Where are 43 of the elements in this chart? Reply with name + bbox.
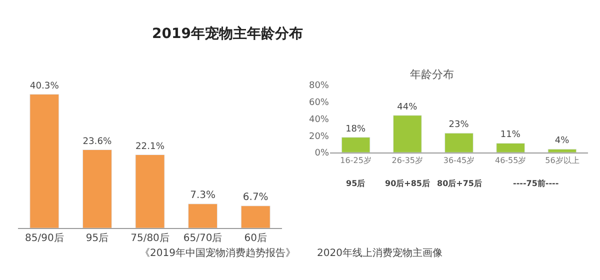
text: 90后+85后: [385, 179, 430, 188]
x-tick-label: 75/80后: [130, 232, 170, 244]
bar: [240, 206, 270, 228]
bar: [30, 94, 60, 228]
data-label: 7.3%: [190, 190, 216, 201]
y-tick-label: 40%: [308, 114, 330, 125]
bar: [135, 154, 165, 228]
data-label: 6.7%: [242, 192, 268, 203]
y-tick-label: 0%: [314, 148, 330, 159]
x-tick-label: 46-55岁: [494, 156, 526, 166]
y-tick-label: 60%: [308, 98, 330, 108]
text: ----75前----: [513, 179, 559, 188]
bar: [392, 115, 422, 152]
text: 95后: [346, 179, 366, 188]
data-label: 4%: [554, 136, 570, 146]
text: 2020年线上消费宠物主画像: [317, 247, 442, 259]
x-tick-label: 36-45岁: [443, 156, 475, 166]
text: 《2019年中国宠物消费趋势报告》: [140, 247, 296, 259]
x-tick-label: 16-25岁: [340, 156, 372, 166]
data-label: 23%: [448, 120, 470, 130]
y-tick-label: 20%: [308, 132, 330, 142]
bar: [188, 204, 218, 228]
x-tick-label: 26-35岁: [392, 156, 424, 166]
y-tick-label: 80%: [308, 81, 330, 92]
x-tick-label: 85/90后: [24, 232, 64, 244]
data-label: 11%: [500, 130, 521, 140]
data-label: 40.3%: [30, 82, 60, 92]
chart-title: 年龄分布: [410, 68, 454, 81]
data-label: 23.6%: [82, 136, 112, 147]
bar: [496, 142, 526, 152]
data-label: 18%: [346, 124, 366, 134]
x-tick-label: 65/70后: [183, 232, 222, 244]
x-tick-label: 95后: [86, 232, 109, 244]
x-tick-label: 60后: [244, 232, 267, 244]
x-tick-label: 56岁以上: [545, 156, 580, 166]
bar: [82, 149, 112, 228]
chart-title: 2019年宠物主年龄分布: [152, 25, 303, 42]
text: 80后+75后: [437, 179, 482, 188]
bar: [341, 137, 370, 152]
bar: [444, 132, 474, 152]
data-label: 44%: [397, 102, 418, 112]
bar: [548, 148, 577, 152]
data-label: 22.1%: [136, 142, 165, 152]
